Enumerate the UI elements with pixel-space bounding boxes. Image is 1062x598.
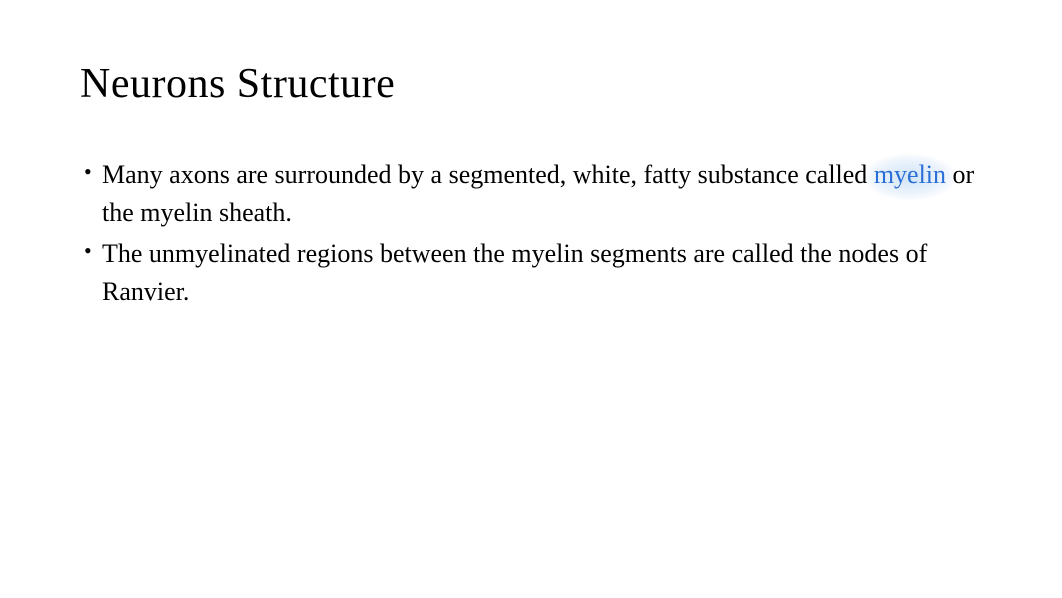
bullet-list: Many axons are surrounded by a segmented… (80, 156, 982, 311)
bullet-text-pre: Many axons are surrounded by a segmented… (102, 160, 874, 189)
slide-title: Neurons Structure (80, 60, 982, 108)
bullet-text-pre: The unmyelinated regions between the mye… (102, 239, 927, 306)
bullet-item: The unmyelinated regions between the mye… (80, 235, 982, 310)
highlighted-term: myelin (874, 156, 946, 194)
bullet-item: Many axons are surrounded by a segmented… (80, 156, 982, 231)
